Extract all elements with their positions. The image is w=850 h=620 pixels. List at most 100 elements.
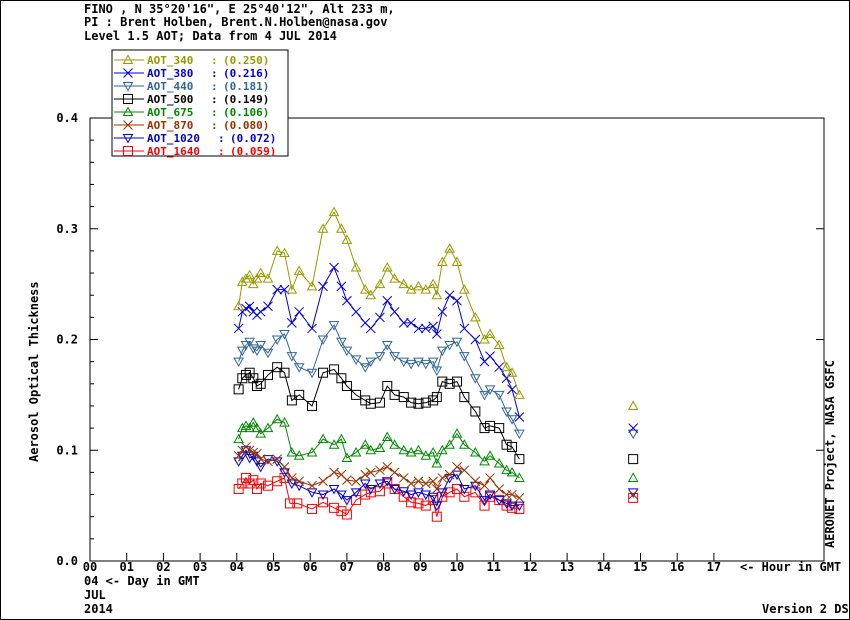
data-point	[328, 206, 340, 217]
data-point	[307, 400, 318, 411]
data-point	[382, 462, 393, 472]
legend-entry: AOT_340: (0.250)	[114, 54, 269, 67]
data-point	[420, 478, 431, 489]
data-point	[413, 280, 424, 291]
data-point	[272, 476, 283, 487]
data-point	[406, 478, 416, 489]
data-point	[374, 479, 386, 489]
version-label: Version 2 DS	[762, 602, 849, 616]
data-point	[365, 357, 377, 368]
data-point	[437, 473, 448, 483]
data-point	[359, 439, 371, 449]
data-point	[286, 473, 297, 483]
data-point	[336, 337, 347, 348]
x-axis: 00 01 02 03 04 05 06 07 08 09 10 11 12 13 14 15 16 17	[83, 553, 721, 574]
header-line-1: FINO , N 35°20'16", E 25°40'12", Alt 233…	[84, 2, 395, 16]
data-point	[341, 496, 353, 506]
data-point	[341, 381, 352, 392]
legend-colon: :	[218, 145, 225, 158]
data-point	[351, 495, 362, 506]
data-point	[514, 429, 525, 440]
data-point	[350, 261, 362, 272]
data-point	[452, 376, 462, 387]
series-aot_500	[233, 362, 639, 465]
data-point	[627, 472, 639, 482]
legend-label: AOT_340	[147, 54, 193, 67]
data-point	[493, 496, 505, 506]
data-point	[452, 462, 462, 472]
data-point	[501, 439, 512, 450]
data-point	[272, 284, 283, 295]
data-point	[413, 398, 424, 409]
data-point	[420, 500, 431, 511]
data-point	[420, 490, 432, 501]
data-point	[484, 385, 496, 395]
data-point	[237, 373, 248, 384]
data-point	[271, 413, 283, 424]
data-point	[506, 466, 518, 477]
legend-entry: AOT_500: (0.149)	[114, 93, 269, 106]
data-point	[255, 428, 267, 438]
data-point	[506, 501, 518, 512]
x-tick-label: 11	[486, 560, 500, 574]
data-point	[262, 273, 274, 283]
data-point	[350, 355, 362, 365]
data-point	[627, 488, 639, 498]
data-point	[318, 497, 329, 508]
data-point	[336, 433, 347, 444]
data-point	[262, 348, 274, 359]
legend-mean: (0.216)	[223, 67, 269, 80]
data-point	[351, 306, 361, 317]
data-point	[279, 417, 290, 427]
data-point	[459, 465, 470, 476]
y-tick-label: 0.0	[56, 554, 78, 568]
data-point	[262, 369, 273, 380]
data-point	[240, 369, 251, 380]
legend-entry: AOT_380: (0.216)	[114, 67, 269, 80]
data-point	[459, 323, 470, 334]
data-point	[286, 479, 298, 489]
legend-entry: AOT_1020: (0.072)	[114, 132, 276, 145]
data-point	[398, 444, 410, 455]
data-point	[470, 406, 481, 417]
data-point	[398, 491, 409, 502]
data-point	[389, 306, 400, 317]
legend-marker	[122, 82, 134, 92]
data-point	[514, 412, 525, 422]
data-point	[375, 312, 385, 323]
data-point	[484, 450, 496, 460]
data-point	[514, 454, 525, 465]
data-point	[279, 247, 290, 258]
legend-label: AOT_675	[147, 106, 193, 119]
data-point	[501, 407, 512, 418]
legend-mean: (0.181)	[223, 80, 269, 93]
data-point	[469, 446, 481, 457]
data-point	[431, 289, 443, 300]
data-point	[318, 281, 328, 292]
data-point	[431, 458, 443, 468]
data-point	[294, 476, 305, 487]
data-point	[431, 501, 443, 512]
data-point	[436, 444, 448, 455]
data-point	[286, 318, 297, 328]
data-point	[431, 329, 442, 339]
data-point	[420, 450, 432, 460]
data-point	[437, 376, 448, 387]
data-point	[437, 306, 448, 317]
data-point	[458, 439, 470, 449]
x-tick-label: 06	[303, 560, 317, 574]
data-point	[306, 280, 318, 291]
data-point	[431, 366, 443, 377]
data-point	[240, 341, 252, 351]
day-label: 04 <- Day in GMT	[84, 574, 200, 588]
data-point	[428, 321, 438, 332]
data-point	[406, 397, 417, 408]
data-point	[263, 456, 273, 467]
data-point	[381, 477, 393, 487]
data-point	[251, 484, 262, 495]
data-point	[494, 484, 505, 494]
data-point	[255, 454, 266, 464]
data-point	[406, 497, 417, 508]
data-point	[252, 448, 262, 459]
